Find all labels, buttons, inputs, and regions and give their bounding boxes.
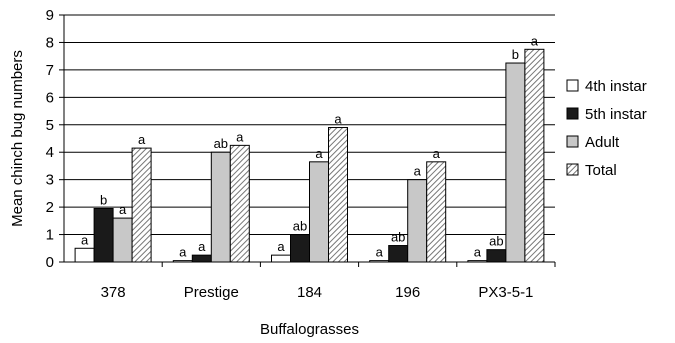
legend-label: Adult <box>585 134 620 151</box>
y-tick-label: 3 <box>46 172 54 189</box>
bar-2-3 <box>407 179 428 263</box>
data-label: ab <box>489 234 503 249</box>
legend-label: Total <box>585 162 617 179</box>
y-tick-label: 9 <box>46 7 54 24</box>
bar-1-2 <box>290 234 310 263</box>
data-label: a <box>198 239 206 254</box>
data-label: a <box>315 146 323 161</box>
bar-3-2 <box>328 127 348 263</box>
x-axis-title: Buffalograsses <box>260 321 359 338</box>
y-axis-title: Mean chinch bug numbers <box>9 50 26 227</box>
bar-3-4 <box>524 48 545 263</box>
bar-1-3 <box>388 245 409 263</box>
data-label: ab <box>391 230 405 245</box>
legend-swatch <box>566 135 579 148</box>
data-label: a <box>179 245 187 260</box>
data-label: a <box>474 245 482 260</box>
bar-3-0 <box>131 147 152 263</box>
data-label: a <box>433 146 441 161</box>
legend-label: 5th instar <box>585 106 647 123</box>
data-label: a <box>81 232 89 247</box>
x-tick-label: Prestige <box>184 284 239 301</box>
y-tick-label: 7 <box>46 62 54 79</box>
y-tick-label: 4 <box>46 144 54 161</box>
y-tick-label: 6 <box>46 89 54 106</box>
data-label: a <box>138 132 146 147</box>
legend-swatch <box>566 79 579 92</box>
data-label: b <box>100 192 107 207</box>
y-tick-labels: 0 1 2 3 4 5 6 7 8 9 <box>46 7 64 271</box>
bar-1-1 <box>191 254 212 263</box>
data-label: a <box>376 245 384 260</box>
x-tick-label: 184 <box>297 284 322 301</box>
bar-2-0 <box>112 217 133 263</box>
y-tick-label: 2 <box>46 199 54 216</box>
data-label: ab <box>293 219 307 234</box>
y-tick-label: 5 <box>46 117 54 134</box>
x-tick-label: 196 <box>395 284 420 301</box>
y-tick-label: 1 <box>46 227 54 244</box>
y-tick-label: 8 <box>46 34 54 51</box>
bar-0-2 <box>271 254 291 263</box>
legend-swatch <box>566 163 579 176</box>
bar-2-2 <box>309 161 329 263</box>
bar-1-0 <box>93 207 114 263</box>
y-tick-label: 0 <box>46 254 54 271</box>
bar-2-1 <box>210 151 231 263</box>
axes <box>63 15 555 263</box>
bar-1-4 <box>486 249 507 263</box>
data-label: a <box>119 202 127 217</box>
data-label: a <box>334 112 342 127</box>
data-label: a <box>414 164 422 179</box>
x-tick-labels: 378 Prestige 184 196 PX3-5-1 <box>101 262 556 301</box>
data-label: a <box>531 33 539 48</box>
x-tick-label: 378 <box>101 284 126 301</box>
data-label: b <box>512 47 519 62</box>
bar-3-3 <box>426 161 447 263</box>
legend-label: 4th instar <box>585 78 647 95</box>
bar-2-4 <box>505 62 526 263</box>
bars <box>74 48 545 263</box>
legend-swatch <box>566 107 579 120</box>
data-label: a <box>236 129 244 144</box>
bar-3-1 <box>229 144 250 263</box>
x-tick-label: PX3-5-1 <box>478 284 533 301</box>
data-label: ab <box>214 136 228 151</box>
data-label: a <box>277 239 285 254</box>
legend: 4th instar 5th instar Adult Total <box>566 78 647 179</box>
bar-0-0 <box>74 247 95 263</box>
